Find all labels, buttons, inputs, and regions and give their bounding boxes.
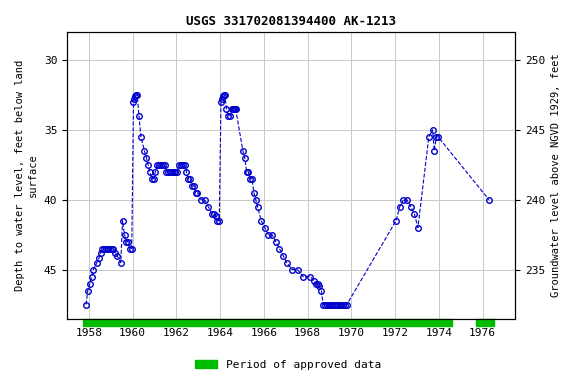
Bar — [476, 319, 494, 326]
Y-axis label: Depth to water level, feet below land
surface: Depth to water level, feet below land su… — [15, 60, 38, 291]
Legend: Period of approved data: Period of approved data — [191, 356, 385, 375]
Y-axis label: Groundwater level above NGVD 1929, feet: Groundwater level above NGVD 1929, feet — [551, 53, 561, 297]
Title: USGS 331702081394400 AK-1213: USGS 331702081394400 AK-1213 — [186, 15, 396, 28]
Bar — [84, 319, 452, 326]
